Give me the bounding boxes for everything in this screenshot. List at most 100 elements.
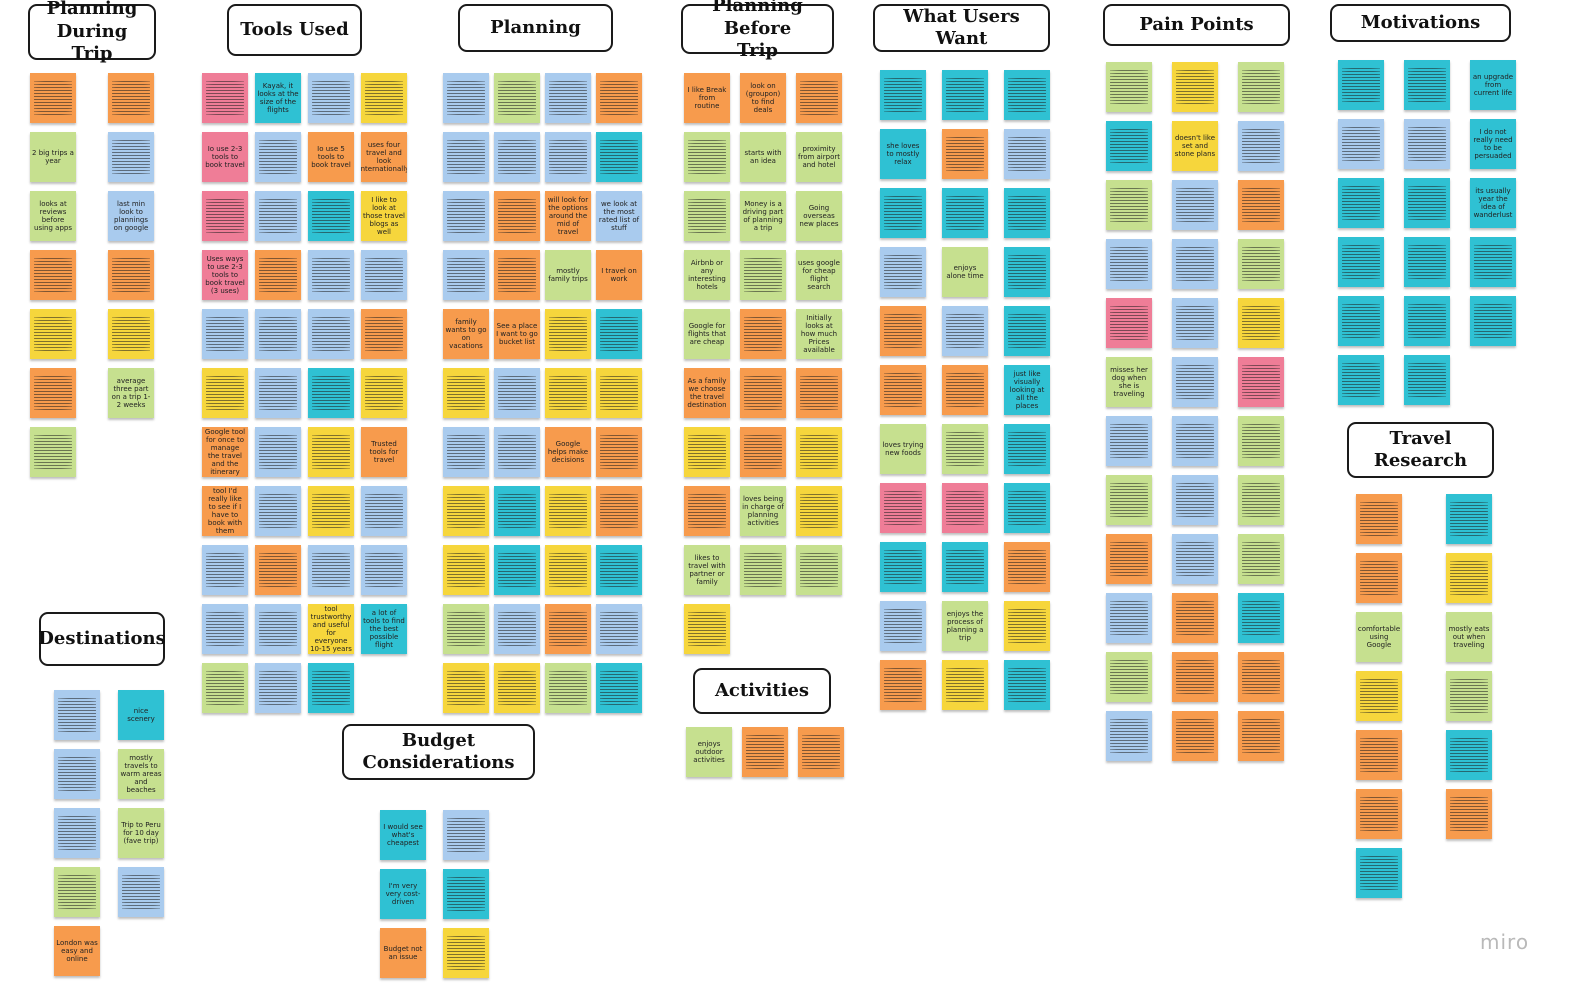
sticky-note[interactable] (1172, 357, 1218, 407)
sticky-note[interactable] (1238, 180, 1284, 230)
sticky-note[interactable] (1004, 70, 1050, 120)
sticky-note[interactable] (684, 486, 730, 536)
sticky-note[interactable] (1238, 475, 1284, 525)
sticky-note[interactable] (1356, 553, 1402, 603)
sticky-note[interactable]: I do not really need to be persuaded (1470, 119, 1516, 169)
sticky-note[interactable] (494, 368, 540, 418)
sticky-note[interactable] (30, 368, 76, 418)
sticky-note[interactable] (942, 424, 988, 474)
sticky-note[interactable] (1106, 475, 1152, 525)
sticky-note[interactable] (54, 749, 100, 799)
sticky-note[interactable]: enjoys outdoor activities (686, 727, 732, 777)
sticky-note[interactable] (255, 427, 301, 477)
sticky-note[interactable] (443, 604, 489, 654)
sticky-note[interactable] (1172, 593, 1218, 643)
sticky-note[interactable] (202, 604, 248, 654)
sticky-note[interactable] (596, 545, 642, 595)
sticky-note[interactable]: London was easy and online (54, 926, 100, 976)
sticky-note[interactable] (796, 73, 842, 123)
sticky-note[interactable] (1004, 306, 1050, 356)
sticky-note[interactable] (1238, 711, 1284, 761)
sticky-note[interactable] (880, 483, 926, 533)
sticky-note[interactable] (545, 486, 591, 536)
sticky-note[interactable] (1106, 652, 1152, 702)
sticky-note[interactable] (1106, 62, 1152, 112)
sticky-note[interactable] (740, 309, 786, 359)
sticky-note[interactable] (361, 368, 407, 418)
sticky-note[interactable] (880, 660, 926, 710)
sticky-note[interactable] (942, 660, 988, 710)
sticky-note[interactable]: Uses ways to use 2-3 tools to book trave… (202, 250, 248, 300)
sticky-note[interactable] (1338, 178, 1384, 228)
sticky-note[interactable] (361, 309, 407, 359)
sticky-note[interactable] (596, 604, 642, 654)
sticky-note[interactable] (1004, 424, 1050, 474)
sticky-note[interactable] (684, 132, 730, 182)
sticky-note[interactable] (1404, 237, 1450, 287)
sticky-note[interactable]: she loves to mostly relax (880, 129, 926, 179)
sticky-note[interactable] (361, 545, 407, 595)
sticky-note[interactable] (798, 727, 844, 777)
sticky-note[interactable] (54, 808, 100, 858)
sticky-note[interactable] (684, 427, 730, 477)
sticky-note[interactable] (202, 73, 248, 123)
sticky-note[interactable] (202, 309, 248, 359)
sticky-note[interactable] (1446, 730, 1492, 780)
sticky-note[interactable] (1338, 60, 1384, 110)
sticky-note[interactable] (202, 368, 248, 418)
sticky-note[interactable] (1404, 119, 1450, 169)
sticky-note[interactable] (545, 368, 591, 418)
sticky-note[interactable] (596, 368, 642, 418)
header-what-users-want[interactable]: What Users Want (873, 4, 1050, 52)
sticky-note[interactable] (545, 132, 591, 182)
sticky-note[interactable] (880, 365, 926, 415)
header-destinations[interactable]: Destinations (38, 612, 166, 666)
sticky-note[interactable]: nice scenery (118, 690, 164, 740)
sticky-note[interactable]: See a place I want to go bucket list (494, 309, 540, 359)
sticky-note[interactable] (494, 427, 540, 477)
sticky-note[interactable]: Going overseas new places (796, 191, 842, 241)
sticky-note[interactable] (1470, 296, 1516, 346)
sticky-note[interactable] (1446, 494, 1492, 544)
sticky-note[interactable]: mostly travels to warm areas and beaches (118, 749, 164, 799)
sticky-note[interactable] (308, 191, 354, 241)
sticky-note[interactable] (1404, 60, 1450, 110)
sticky-note[interactable] (796, 486, 842, 536)
sticky-note[interactable] (255, 486, 301, 536)
sticky-note[interactable]: loves trying new foods (880, 424, 926, 474)
sticky-note[interactable]: enjoys alone time (942, 247, 988, 297)
sticky-note[interactable] (796, 427, 842, 477)
sticky-note[interactable] (443, 191, 489, 241)
sticky-note[interactable] (308, 368, 354, 418)
sticky-note[interactable] (545, 545, 591, 595)
sticky-note[interactable] (361, 250, 407, 300)
sticky-note[interactable] (1338, 237, 1384, 287)
sticky-note[interactable] (1106, 180, 1152, 230)
sticky-note[interactable] (880, 70, 926, 120)
sticky-note[interactable]: Trusted tools for travel (361, 427, 407, 477)
sticky-note[interactable] (942, 188, 988, 238)
header-travel-research[interactable]: Travel Research (1347, 422, 1494, 478)
header-motivations[interactable]: Motivations (1330, 4, 1511, 42)
sticky-note[interactable]: its usually year the idea of wanderlust (1470, 178, 1516, 228)
sticky-note[interactable]: uses google for cheap flight search (796, 250, 842, 300)
sticky-note[interactable] (1106, 711, 1152, 761)
sticky-note[interactable] (361, 73, 407, 123)
sticky-note[interactable] (443, 545, 489, 595)
sticky-note[interactable] (1172, 180, 1218, 230)
sticky-note[interactable] (255, 663, 301, 713)
sticky-note[interactable]: average three part on a trip 1-2 weeks (108, 368, 154, 418)
sticky-note[interactable] (308, 309, 354, 359)
sticky-note[interactable] (742, 727, 788, 777)
sticky-note[interactable] (596, 132, 642, 182)
sticky-note[interactable]: enjoys the process of planning a trip (942, 601, 988, 651)
sticky-note[interactable] (255, 368, 301, 418)
sticky-note[interactable] (942, 483, 988, 533)
sticky-note[interactable] (880, 306, 926, 356)
sticky-note[interactable] (880, 601, 926, 651)
sticky-note[interactable] (1172, 475, 1218, 525)
sticky-note[interactable] (1106, 121, 1152, 171)
sticky-note[interactable] (880, 542, 926, 592)
sticky-note[interactable] (494, 250, 540, 300)
sticky-note[interactable]: Trip to Peru for 10 day (fave trip) (118, 808, 164, 858)
